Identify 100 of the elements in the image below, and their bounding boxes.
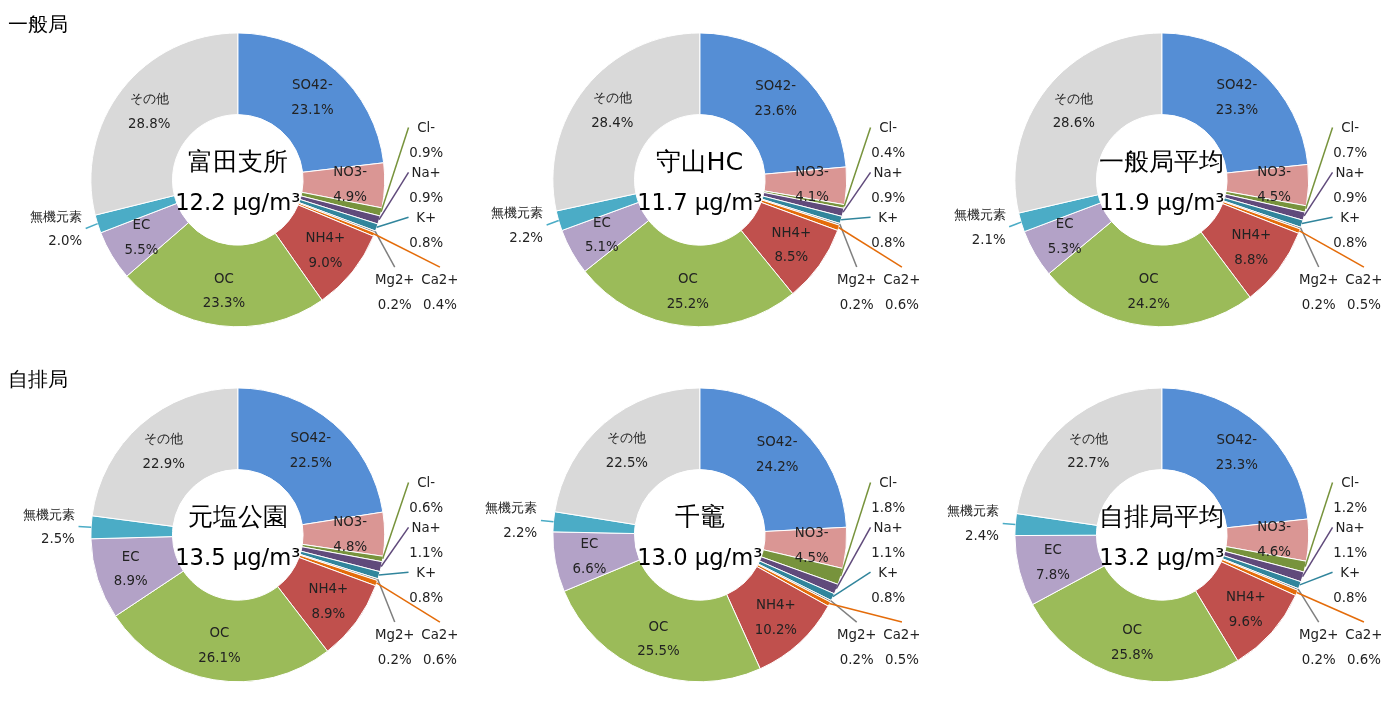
slice-label: EC: [1055, 215, 1074, 231]
slice-label: NO3-: [1257, 518, 1292, 534]
data-label: 5.3%: [1047, 240, 1082, 256]
text: 守山HC: [656, 146, 744, 177]
data-label: 0.8%: [871, 589, 906, 605]
text: 12.2 μg/m³: [175, 189, 301, 216]
slice-label: NH4+: [1225, 588, 1266, 604]
data-label: 25.8%: [1110, 647, 1154, 663]
slice-label: その他: [607, 430, 647, 446]
slice-label: 無機元素: [30, 208, 83, 224]
slice-label: EC: [132, 217, 151, 233]
data-label: 5.5%: [124, 242, 159, 258]
data-label: 6.6%: [572, 560, 607, 576]
slice-label: その他: [144, 431, 184, 447]
slice-label: SO42-: [1216, 77, 1258, 93]
data-label: 0.6%: [422, 651, 457, 667]
slice-label: K+: [1340, 209, 1361, 225]
slice-label: 無機元素: [22, 506, 75, 522]
slice-label: 無機元素: [946, 503, 999, 519]
slice-label: Na+: [1335, 519, 1365, 535]
slice-label: NO3-: [794, 524, 829, 540]
slice-label: K+: [878, 564, 899, 580]
data-label: 0.2%: [839, 651, 874, 667]
data-label: 24.2%: [755, 458, 799, 474]
data-label: 0.5%: [1346, 296, 1381, 312]
data-label: 0.2%: [377, 651, 412, 667]
slice-label: K+: [416, 209, 437, 225]
slice-label: EC: [1044, 542, 1062, 558]
slice-label: その他: [1054, 90, 1094, 106]
slice-label: NH4+: [771, 224, 812, 240]
data-label: 28.8%: [128, 116, 171, 132]
slice-label: Cl-: [879, 475, 898, 491]
slice-label: その他: [1068, 430, 1108, 446]
slice-label: Cl-: [1341, 475, 1360, 491]
data-label: 0.8%: [871, 234, 906, 250]
data-label: 4.8%: [333, 539, 368, 555]
data-label: 2.5%: [40, 531, 75, 547]
data-label: 4.1%: [795, 189, 829, 205]
data-label: 25.2%: [666, 295, 709, 311]
slice-label: Ca2+: [883, 627, 921, 643]
data-label: 8.9%: [311, 605, 346, 621]
data-label: 1.1%: [1333, 544, 1368, 560]
slice-label: 無機元素: [491, 205, 544, 221]
data-label: 0.4%: [422, 296, 457, 312]
data-label: 23.1%: [291, 101, 334, 117]
data-label: 0.9%: [871, 189, 906, 205]
data-label: 1.1%: [409, 544, 444, 560]
slice-label: K+: [1340, 564, 1361, 580]
data-label: 1.2%: [1333, 499, 1368, 515]
slice-label: NO3-: [333, 514, 368, 530]
data-label: 0.6%: [409, 499, 444, 515]
slice-label: Ca2+: [421, 627, 459, 643]
data-label: 2.2%: [503, 525, 538, 541]
data-label: 22.5%: [605, 455, 649, 471]
slice-label: EC: [592, 214, 611, 230]
slice-label: SO42-: [756, 434, 798, 450]
slice-label: Mg2+: [374, 272, 415, 288]
slice-label: EC: [580, 535, 599, 551]
slice-label: OC: [648, 618, 669, 634]
data-label: 26.1%: [198, 649, 241, 665]
text: 13.2 μg/m³: [1099, 544, 1225, 571]
slice-label: OC: [1138, 270, 1159, 286]
text: 一般局平均: [1099, 146, 1225, 177]
slice-label: Na+: [411, 164, 441, 180]
slice-label: NH4+: [756, 596, 796, 612]
data-label: 23.3%: [1215, 456, 1258, 472]
data-label: 8.9%: [113, 573, 148, 589]
data-label: 0.5%: [884, 651, 919, 667]
data-label: 4.5%: [794, 549, 829, 565]
data-label: 4.9%: [333, 189, 368, 205]
data-label: 9.0%: [308, 254, 343, 270]
data-label: 0.2%: [1301, 651, 1336, 667]
data-label: 8.8%: [1234, 252, 1269, 268]
data-label: 0.8%: [409, 589, 444, 605]
text: 元塩公園: [187, 501, 288, 532]
slice-label: OC: [1122, 622, 1143, 638]
data-label: 22.7%: [1067, 455, 1110, 471]
text: 一般局: [8, 12, 69, 37]
data-label: 25.5%: [637, 643, 680, 659]
slice-label: NH4+: [305, 229, 346, 245]
slice-label: 無機元素: [485, 500, 538, 516]
data-label: 2.2%: [509, 230, 544, 245]
data-label: 2.4%: [965, 528, 999, 544]
slice-label: Cl-: [879, 120, 898, 136]
slice-label: NH4+: [308, 580, 349, 596]
slice-label: Cl-: [1341, 120, 1360, 136]
slice-label: OC: [214, 270, 234, 286]
slice-label: NO3-: [795, 164, 830, 180]
slice-label: Ca2+: [1345, 272, 1383, 288]
data-label: 28.4%: [591, 114, 634, 130]
slice-label: Ca2+: [1345, 627, 1383, 643]
text: 11.7 μg/m³: [637, 189, 763, 216]
data-label: 0.9%: [1333, 189, 1368, 205]
data-label: 0.7%: [1333, 144, 1368, 160]
slice-label: OC: [677, 270, 698, 286]
data-label: 23.3%: [202, 295, 246, 311]
data-label: 0.8%: [409, 234, 444, 250]
data-label: 23.3%: [1215, 101, 1259, 117]
slice-label: OC: [209, 624, 230, 640]
slice-label: K+: [878, 209, 899, 225]
